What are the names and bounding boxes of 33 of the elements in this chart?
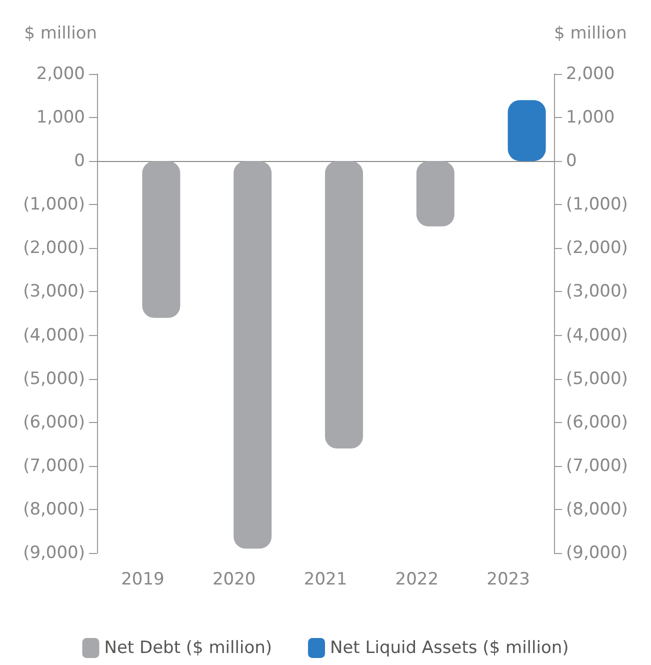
y2-tick-label: 1,000 bbox=[566, 108, 615, 128]
y-tick-label: (4,000) bbox=[23, 325, 85, 346]
y2-tick-label: 2,000 bbox=[566, 64, 615, 84]
y2-tick-label: (9,000) bbox=[566, 543, 628, 563]
y2-tick-label: (1,000) bbox=[566, 194, 628, 215]
legend-label: Net Liquid Assets ($ million) bbox=[330, 638, 569, 658]
y-tick-label: (8,000) bbox=[23, 499, 85, 520]
y-tick-label: (1,000) bbox=[23, 194, 85, 215]
y-tick-label: 2,000 bbox=[36, 64, 85, 84]
y2-tick-label: (8,000) bbox=[566, 499, 628, 520]
y-tick-label: (5,000) bbox=[23, 368, 85, 389]
y-tick-label: 0 bbox=[74, 151, 85, 172]
y-tick-label: (9,000) bbox=[23, 543, 85, 563]
y2-tick-label: (4,000) bbox=[566, 325, 628, 346]
x-tick-label: 2019 bbox=[121, 570, 164, 590]
y2-tick-label: (3,000) bbox=[566, 282, 628, 302]
x-tick-label: 2023 bbox=[486, 570, 530, 590]
y2-tick-label: (6,000) bbox=[566, 412, 628, 432]
y-tick-label: (7,000) bbox=[23, 456, 85, 476]
y-tick-label: (3,000) bbox=[23, 282, 85, 302]
x-tick-label: 2022 bbox=[395, 570, 439, 590]
y-axis-title: $ million bbox=[24, 24, 97, 44]
y-tick-label: (2,000) bbox=[23, 238, 85, 258]
x-tick-label: 2021 bbox=[304, 570, 348, 590]
y2-tick-label: (7,000) bbox=[566, 456, 628, 476]
y2-tick-label: (5,000) bbox=[566, 368, 628, 389]
y2-tick-label: 0 bbox=[566, 151, 577, 172]
y-tick-label: 1,000 bbox=[36, 108, 85, 128]
x-tick-label: 2020 bbox=[212, 570, 256, 590]
legend-label: Net Debt ($ million) bbox=[104, 638, 272, 658]
y2-axis-title: $ million bbox=[554, 24, 627, 44]
y2-tick-label: (2,000) bbox=[566, 238, 628, 258]
y-tick-label: (6,000) bbox=[23, 412, 85, 432]
